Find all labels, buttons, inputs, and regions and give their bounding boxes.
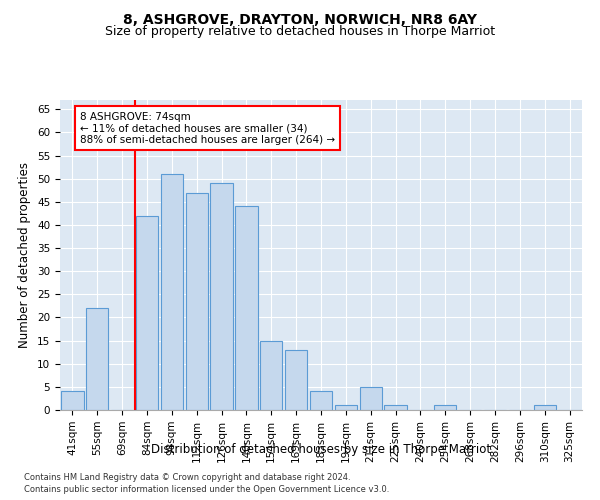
Text: Contains public sector information licensed under the Open Government Licence v3: Contains public sector information licen… <box>24 485 389 494</box>
Text: 8 ASHGROVE: 74sqm
← 11% of detached houses are smaller (34)
88% of semi-detached: 8 ASHGROVE: 74sqm ← 11% of detached hous… <box>80 112 335 145</box>
Text: Size of property relative to detached houses in Thorpe Marriot: Size of property relative to detached ho… <box>105 25 495 38</box>
Text: Distribution of detached houses by size in Thorpe Marriot: Distribution of detached houses by size … <box>151 442 491 456</box>
Bar <box>86 308 109 410</box>
Text: 8, ASHGROVE, DRAYTON, NORWICH, NR8 6AY: 8, ASHGROVE, DRAYTON, NORWICH, NR8 6AY <box>123 12 477 26</box>
Bar <box>533 406 556 410</box>
Bar <box>434 406 457 410</box>
Bar <box>335 406 357 410</box>
Bar <box>235 206 257 410</box>
Bar <box>385 406 407 410</box>
Bar <box>161 174 183 410</box>
Y-axis label: Number of detached properties: Number of detached properties <box>19 162 31 348</box>
Text: Contains HM Land Registry data © Crown copyright and database right 2024.: Contains HM Land Registry data © Crown c… <box>24 472 350 482</box>
Bar <box>310 392 332 410</box>
Bar <box>136 216 158 410</box>
Bar <box>211 184 233 410</box>
Bar <box>285 350 307 410</box>
Bar <box>185 192 208 410</box>
Bar <box>61 392 83 410</box>
Bar <box>359 387 382 410</box>
Bar <box>260 340 283 410</box>
